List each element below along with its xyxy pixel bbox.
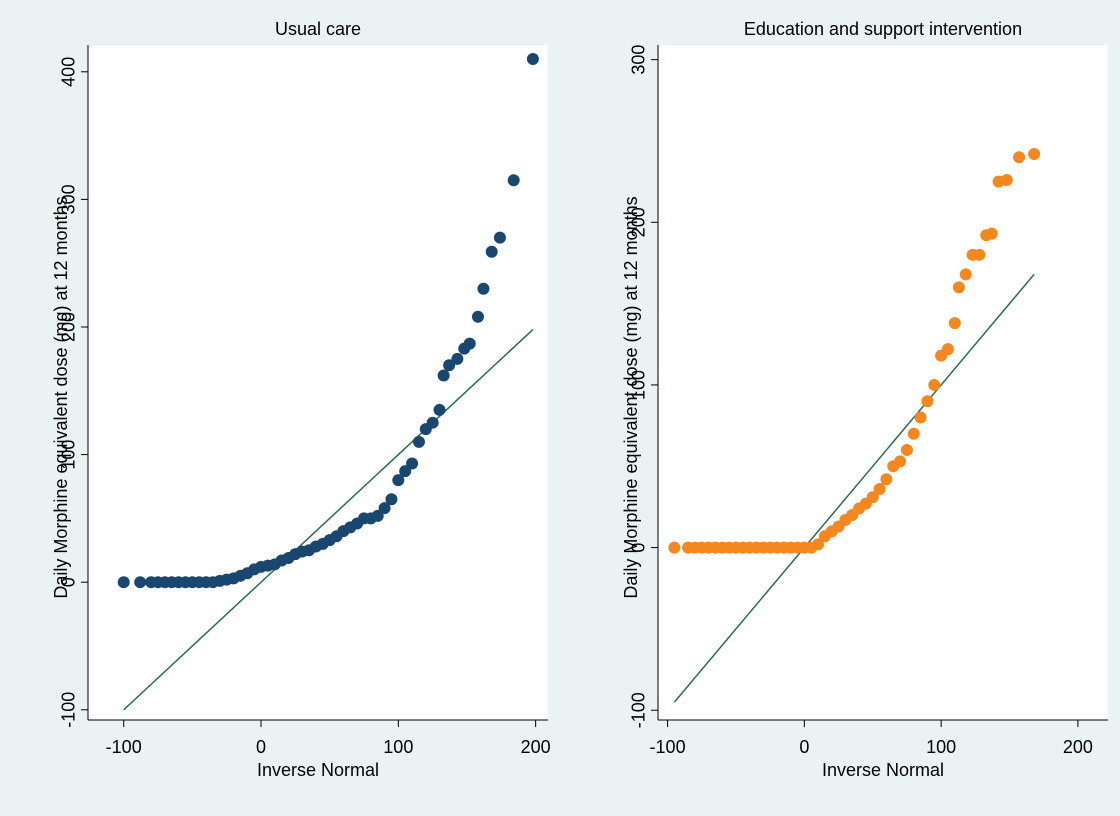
point — [412, 435, 425, 448]
point — [463, 337, 476, 350]
point — [941, 343, 954, 356]
point — [985, 227, 998, 240]
point — [134, 576, 147, 589]
point — [385, 493, 398, 506]
y-tick-label: 100 — [629, 370, 649, 400]
point — [866, 491, 879, 504]
x-axis-title: Inverse Normal — [257, 760, 379, 780]
x-tick-label: 0 — [256, 737, 266, 757]
point — [378, 502, 391, 515]
y-tick-label: 100 — [59, 440, 79, 470]
x-tick-label: 200 — [1063, 737, 1093, 757]
point — [959, 268, 972, 281]
y-tick-label: 0 — [629, 543, 649, 553]
x-tick-label: 0 — [799, 737, 809, 757]
point — [812, 538, 825, 551]
point — [507, 174, 520, 187]
point — [477, 282, 490, 295]
plot-area — [658, 45, 1108, 720]
point — [451, 352, 464, 365]
point — [900, 444, 913, 456]
point — [392, 474, 405, 487]
point — [952, 281, 965, 294]
reference-line — [673, 273, 1035, 703]
x-tick-label: 100 — [383, 737, 413, 757]
panel-title: Usual care — [275, 19, 361, 39]
point — [443, 359, 456, 372]
point — [426, 416, 439, 429]
y-tick-label: 300 — [629, 45, 649, 75]
x-tick-label: 100 — [926, 737, 956, 757]
y-tick-label: 400 — [59, 57, 79, 87]
point — [928, 378, 941, 391]
y-tick-label: -100 — [59, 692, 79, 728]
point — [406, 457, 419, 470]
point — [914, 411, 927, 424]
point — [485, 245, 498, 258]
point — [371, 509, 384, 522]
y-tick-label: 300 — [59, 184, 79, 214]
panel-title: Education and support intervention — [744, 19, 1022, 39]
x-tick-label: -100 — [106, 737, 142, 757]
plot-area — [88, 45, 548, 720]
y-axis-title: Daily Morphine equivalent dose (mg) at 1… — [51, 196, 71, 598]
point — [894, 455, 907, 468]
point — [1013, 151, 1026, 164]
x-tick-label: -100 — [650, 737, 686, 757]
point — [437, 369, 450, 382]
point — [907, 427, 920, 440]
x-tick-label: 200 — [521, 737, 551, 757]
point — [873, 483, 886, 496]
y-tick-label: 0 — [59, 577, 79, 587]
y-tick-label: 200 — [59, 312, 79, 342]
point — [1000, 174, 1013, 186]
point — [1028, 147, 1041, 160]
point — [880, 473, 893, 486]
point — [433, 403, 446, 416]
y-tick-label: 200 — [629, 207, 649, 237]
point — [399, 465, 412, 478]
x-axis-title: Inverse Normal — [822, 760, 944, 780]
point — [948, 317, 961, 330]
point — [493, 231, 506, 244]
point — [973, 248, 986, 261]
y-axis-title: Daily Morphine equivalent dose (mg) at 1… — [621, 196, 641, 598]
point — [471, 310, 484, 323]
y-tick-label: -100 — [629, 692, 649, 728]
point — [668, 541, 681, 554]
point — [526, 53, 539, 66]
point — [921, 395, 934, 408]
point — [117, 576, 130, 589]
reference-line — [123, 328, 534, 711]
